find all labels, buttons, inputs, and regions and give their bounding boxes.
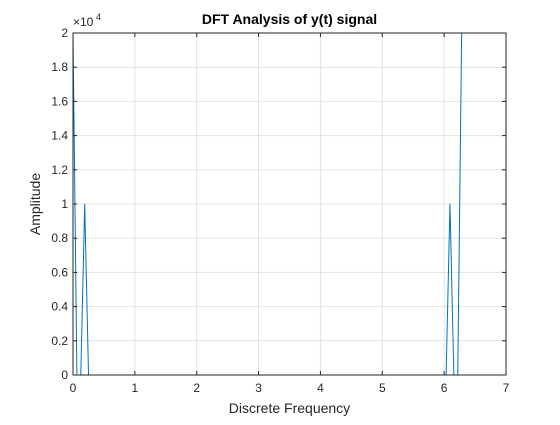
chart-title: DFT Analysis of y(t) signal <box>202 11 377 27</box>
y-exponent-label: ×10 <box>73 15 94 29</box>
x-tick-label: 2 <box>193 381 200 395</box>
y-tick-label: 1.8 <box>51 60 68 74</box>
y-exponent-power: 4 <box>96 12 101 22</box>
y-tick-label: 1.4 <box>51 129 68 143</box>
y-tick-label: 0.2 <box>51 334 68 348</box>
x-tick-label: 0 <box>70 381 77 395</box>
x-tick-label: 3 <box>255 381 262 395</box>
x-tick-label: 4 <box>317 381 324 395</box>
y-tick-label: 2 <box>61 26 68 40</box>
y-tick-label: 1.6 <box>51 94 68 108</box>
y-tick-label: 0 <box>61 368 68 382</box>
x-tick-label: 6 <box>441 381 448 395</box>
x-tick-label: 5 <box>379 381 386 395</box>
ticks <box>72 32 507 376</box>
y-tick-label: 0.8 <box>51 231 68 245</box>
y-tick-label: 0.4 <box>51 300 68 314</box>
y-axis-label: Amplitude <box>27 173 43 235</box>
x-tick-label: 1 <box>132 381 139 395</box>
x-axis-label: Discrete Frequency <box>229 400 350 416</box>
y-tick-label: 0.6 <box>51 265 68 279</box>
x-tick-label: 7 <box>503 381 510 395</box>
y-tick-label: 1 <box>61 197 68 211</box>
y-tick-label: 1.2 <box>51 163 68 177</box>
